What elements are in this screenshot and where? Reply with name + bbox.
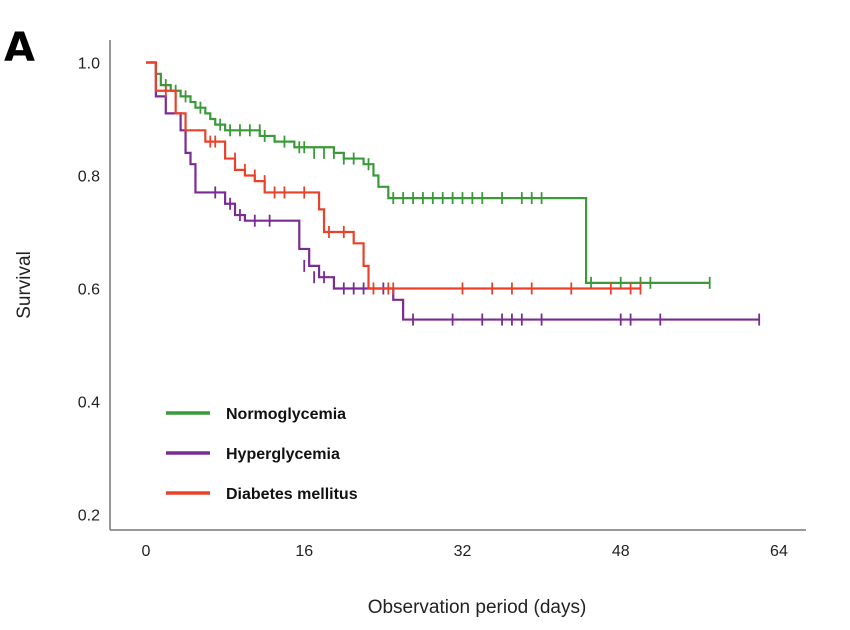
x-axis-ticks: 0 16 32 48 64 (142, 543, 788, 560)
survival-line (146, 61, 710, 284)
y-tick-label: 0.6 (78, 282, 100, 299)
series-0 (146, 61, 711, 289)
x-tick-label: 48 (612, 543, 630, 560)
panel-label: A (4, 25, 35, 71)
y-tick-label: 0.4 (78, 395, 100, 412)
series-2 (146, 61, 642, 295)
y-tick-label: 0.8 (78, 169, 100, 186)
legend-label: Diabetes mellitus (226, 486, 358, 503)
series-1 (146, 61, 761, 326)
legend-label: Normoglycemia (226, 406, 346, 423)
y-tick-label: 0.2 (78, 508, 100, 525)
plot-area (146, 61, 761, 326)
x-tick-label: 64 (770, 543, 788, 560)
legend: Normoglycemia Hyperglycemia Diabetes melli… (166, 406, 358, 503)
x-tick-label: 16 (295, 543, 313, 560)
survival-line (146, 61, 760, 321)
survival-line (146, 61, 641, 290)
y-tick-label: 1.0 (78, 56, 100, 73)
x-tick-label: 32 (454, 543, 472, 560)
x-tick-label: 0 (142, 543, 151, 560)
legend-label: Hyperglycemia (226, 446, 340, 463)
x-axis-title: Observation period (days) (368, 597, 587, 618)
y-axis-title: Survival (14, 251, 35, 319)
y-axis-ticks: 0.2 0.4 0.6 0.8 1.0 (78, 56, 100, 525)
